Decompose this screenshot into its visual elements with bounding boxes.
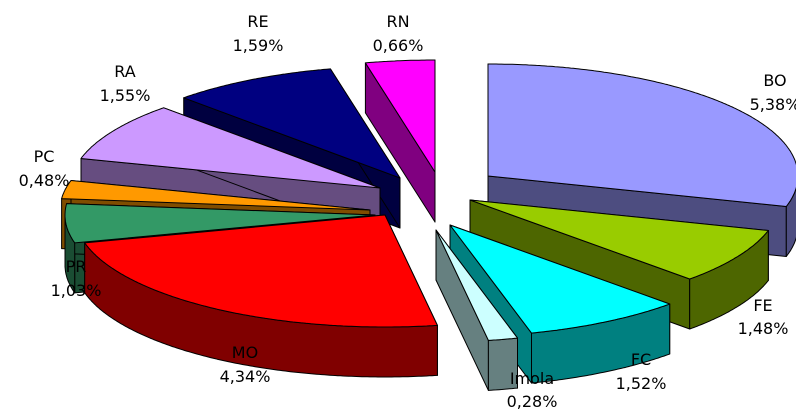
slice-label-imola: Imola	[510, 369, 554, 388]
slice-value-mo: 4,34%	[220, 367, 271, 386]
slice-value-imola: 0,28%	[507, 392, 558, 410]
slice-value-pc: 0,48%	[19, 171, 70, 190]
slice-label-pr: PR	[66, 257, 87, 276]
slice-top-imola	[435, 229, 518, 341]
slice-top-ra	[80, 107, 381, 189]
pie-slice-rn	[364, 59, 436, 223]
slice-value-re: 1,59%	[233, 36, 284, 55]
slice-top-bo	[487, 63, 796, 207]
slice-label-ra: RA	[114, 62, 135, 81]
slice-top-pc	[61, 180, 371, 211]
slice-value-pr: 1,03%	[51, 281, 102, 300]
pie-slices	[61, 59, 796, 391]
slice-label-pc: PC	[34, 147, 55, 166]
slice-label-re: RE	[247, 12, 268, 31]
slice-value-ra: 1,55%	[100, 86, 151, 105]
slice-label-fe: FE	[753, 296, 772, 315]
slice-value-fe: 1,48%	[738, 319, 789, 338]
pie-labels: BO 5,38% FE 1,48% FC 1,52% Imola 0,28% M…	[19, 12, 796, 410]
slice-rim-bo	[785, 186, 796, 257]
slice-top-fc	[449, 224, 671, 334]
pie-slice-imola	[435, 229, 518, 391]
slice-value-fc: 1,52%	[616, 374, 667, 393]
slice-value-rn: 0,66%	[373, 36, 424, 55]
slice-label-rn: RN	[386, 12, 409, 31]
slice-top-rn	[364, 59, 436, 173]
slice-top-mo	[84, 214, 438, 328]
slice-label-mo: MO	[232, 343, 258, 362]
pie-slice-mo	[84, 214, 438, 378]
slice-label-bo: BO	[763, 71, 786, 90]
slice-value-bo: 5,38%	[750, 95, 796, 114]
slice-top-re	[183, 68, 401, 179]
slice-top-fe	[469, 199, 769, 280]
slice-label-fc: FC	[631, 350, 651, 369]
slice-top-pr	[64, 203, 376, 244]
